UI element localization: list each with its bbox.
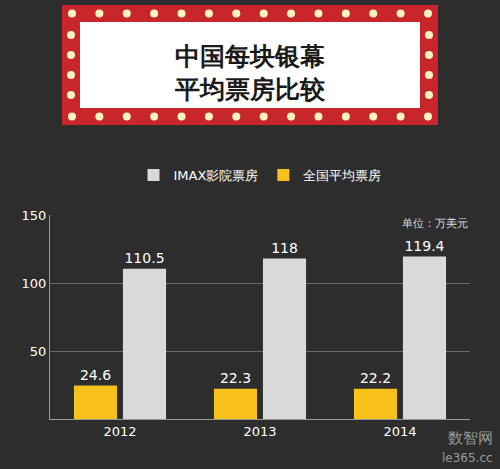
svg-text:中国每块银幕平均票房比较: 中国每块银幕平均票房比较 <box>174 42 326 104</box>
svg-text:110.5: 110.5 <box>124 250 164 266</box>
svg-text:2013: 2013 <box>243 424 276 439</box>
svg-text:22.2: 22.2 <box>360 370 391 386</box>
svg-text:118: 118 <box>271 240 298 256</box>
svg-text:单位：万美元: 单位：万美元 <box>402 217 468 230</box>
svg-text:数智网: 数智网 <box>448 429 493 447</box>
svg-text:2012: 2012 <box>103 424 136 439</box>
svg-text:24.6: 24.6 <box>80 367 111 383</box>
svg-text:22.3: 22.3 <box>220 370 251 386</box>
svg-text:le365.cc: le365.cc <box>442 451 493 465</box>
svg-text:50: 50 <box>30 344 47 359</box>
svg-text:2014: 2014 <box>383 424 416 439</box>
svg-text:IMAX影院票房: IMAX影院票房 <box>174 168 259 183</box>
svg-text:100: 100 <box>22 276 47 291</box>
svg-text:150: 150 <box>22 208 47 223</box>
svg-text:119.4: 119.4 <box>404 238 444 254</box>
svg-text:全国平均票房: 全国平均票房 <box>303 168 381 183</box>
